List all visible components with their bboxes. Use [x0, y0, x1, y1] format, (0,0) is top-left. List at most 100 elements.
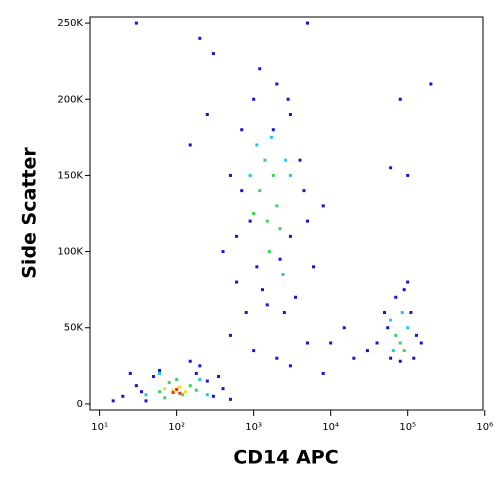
point: [163, 396, 167, 400]
point: [198, 36, 202, 40]
point: [275, 82, 279, 86]
point: [198, 378, 202, 382]
point: [175, 387, 179, 391]
point: [288, 234, 292, 238]
point: [188, 384, 192, 388]
point: [402, 349, 406, 353]
x-tick-label: 10⁵: [399, 422, 416, 433]
point: [294, 295, 298, 299]
point: [282, 311, 286, 315]
point: [258, 189, 262, 193]
point: [221, 387, 225, 391]
point: [398, 97, 402, 101]
point: [406, 280, 410, 284]
x-tick-label: 10⁶: [476, 422, 493, 433]
point: [221, 250, 225, 254]
point: [288, 173, 292, 177]
point: [144, 393, 148, 397]
y-tick-label: 100K: [57, 247, 83, 258]
point: [414, 333, 418, 337]
point: [244, 311, 248, 315]
point: [329, 341, 333, 345]
point: [128, 371, 132, 375]
point: [288, 364, 292, 368]
point: [286, 97, 290, 101]
point: [305, 341, 309, 345]
plot-frame: [89, 16, 484, 411]
point: [281, 272, 285, 276]
y-tick-label: 0: [77, 399, 83, 410]
point: [248, 219, 252, 223]
point: [240, 128, 244, 132]
point: [134, 21, 138, 25]
point: [278, 257, 282, 261]
point: [429, 82, 433, 86]
point: [205, 112, 209, 116]
point: [394, 295, 398, 299]
point: [305, 21, 309, 25]
point: [400, 311, 404, 315]
point: [305, 219, 309, 223]
point: [271, 173, 275, 177]
x-tick-label: 10¹: [91, 422, 108, 433]
point: [252, 349, 256, 353]
point: [265, 219, 269, 223]
point: [406, 326, 410, 330]
point: [194, 371, 198, 375]
point: [178, 391, 182, 395]
point: [171, 388, 175, 392]
point: [269, 135, 273, 139]
point: [312, 265, 316, 269]
point: [255, 143, 259, 147]
point: [151, 374, 155, 378]
point: [402, 288, 406, 292]
point: [275, 356, 279, 360]
point: [121, 394, 125, 398]
point: [375, 341, 379, 345]
point: [302, 189, 306, 193]
point: [255, 265, 259, 269]
point: [389, 318, 393, 322]
point: [171, 390, 175, 394]
point: [235, 280, 239, 284]
point: [140, 390, 144, 394]
point: [158, 368, 162, 372]
point: [240, 189, 244, 193]
point: [419, 341, 423, 345]
point: [394, 333, 398, 337]
y-axis-label: Side Scatter: [19, 147, 41, 279]
y-tick-label: 50K: [64, 323, 84, 334]
point: [386, 326, 390, 330]
point: [265, 303, 269, 307]
y-tick-label: 200K: [57, 94, 83, 105]
point: [211, 52, 215, 56]
point: [175, 378, 179, 382]
point: [352, 356, 356, 360]
point: [342, 326, 346, 330]
point: [158, 371, 162, 375]
y-tick-label: 150K: [57, 170, 83, 181]
point: [284, 158, 288, 162]
point: [321, 204, 325, 208]
point: [178, 385, 182, 389]
point: [183, 390, 187, 394]
point: [198, 364, 202, 368]
point: [111, 399, 115, 403]
point: [188, 143, 192, 147]
point: [263, 158, 267, 162]
point: [211, 394, 215, 398]
point: [298, 158, 302, 162]
point: [163, 387, 167, 391]
point: [158, 390, 162, 394]
point: [194, 388, 198, 392]
point: [365, 349, 369, 353]
point: [217, 374, 221, 378]
point: [188, 359, 192, 363]
point: [389, 356, 393, 360]
point: [383, 311, 387, 315]
point: [248, 173, 252, 177]
point: [134, 384, 138, 388]
point: [406, 173, 410, 177]
point: [205, 379, 209, 383]
